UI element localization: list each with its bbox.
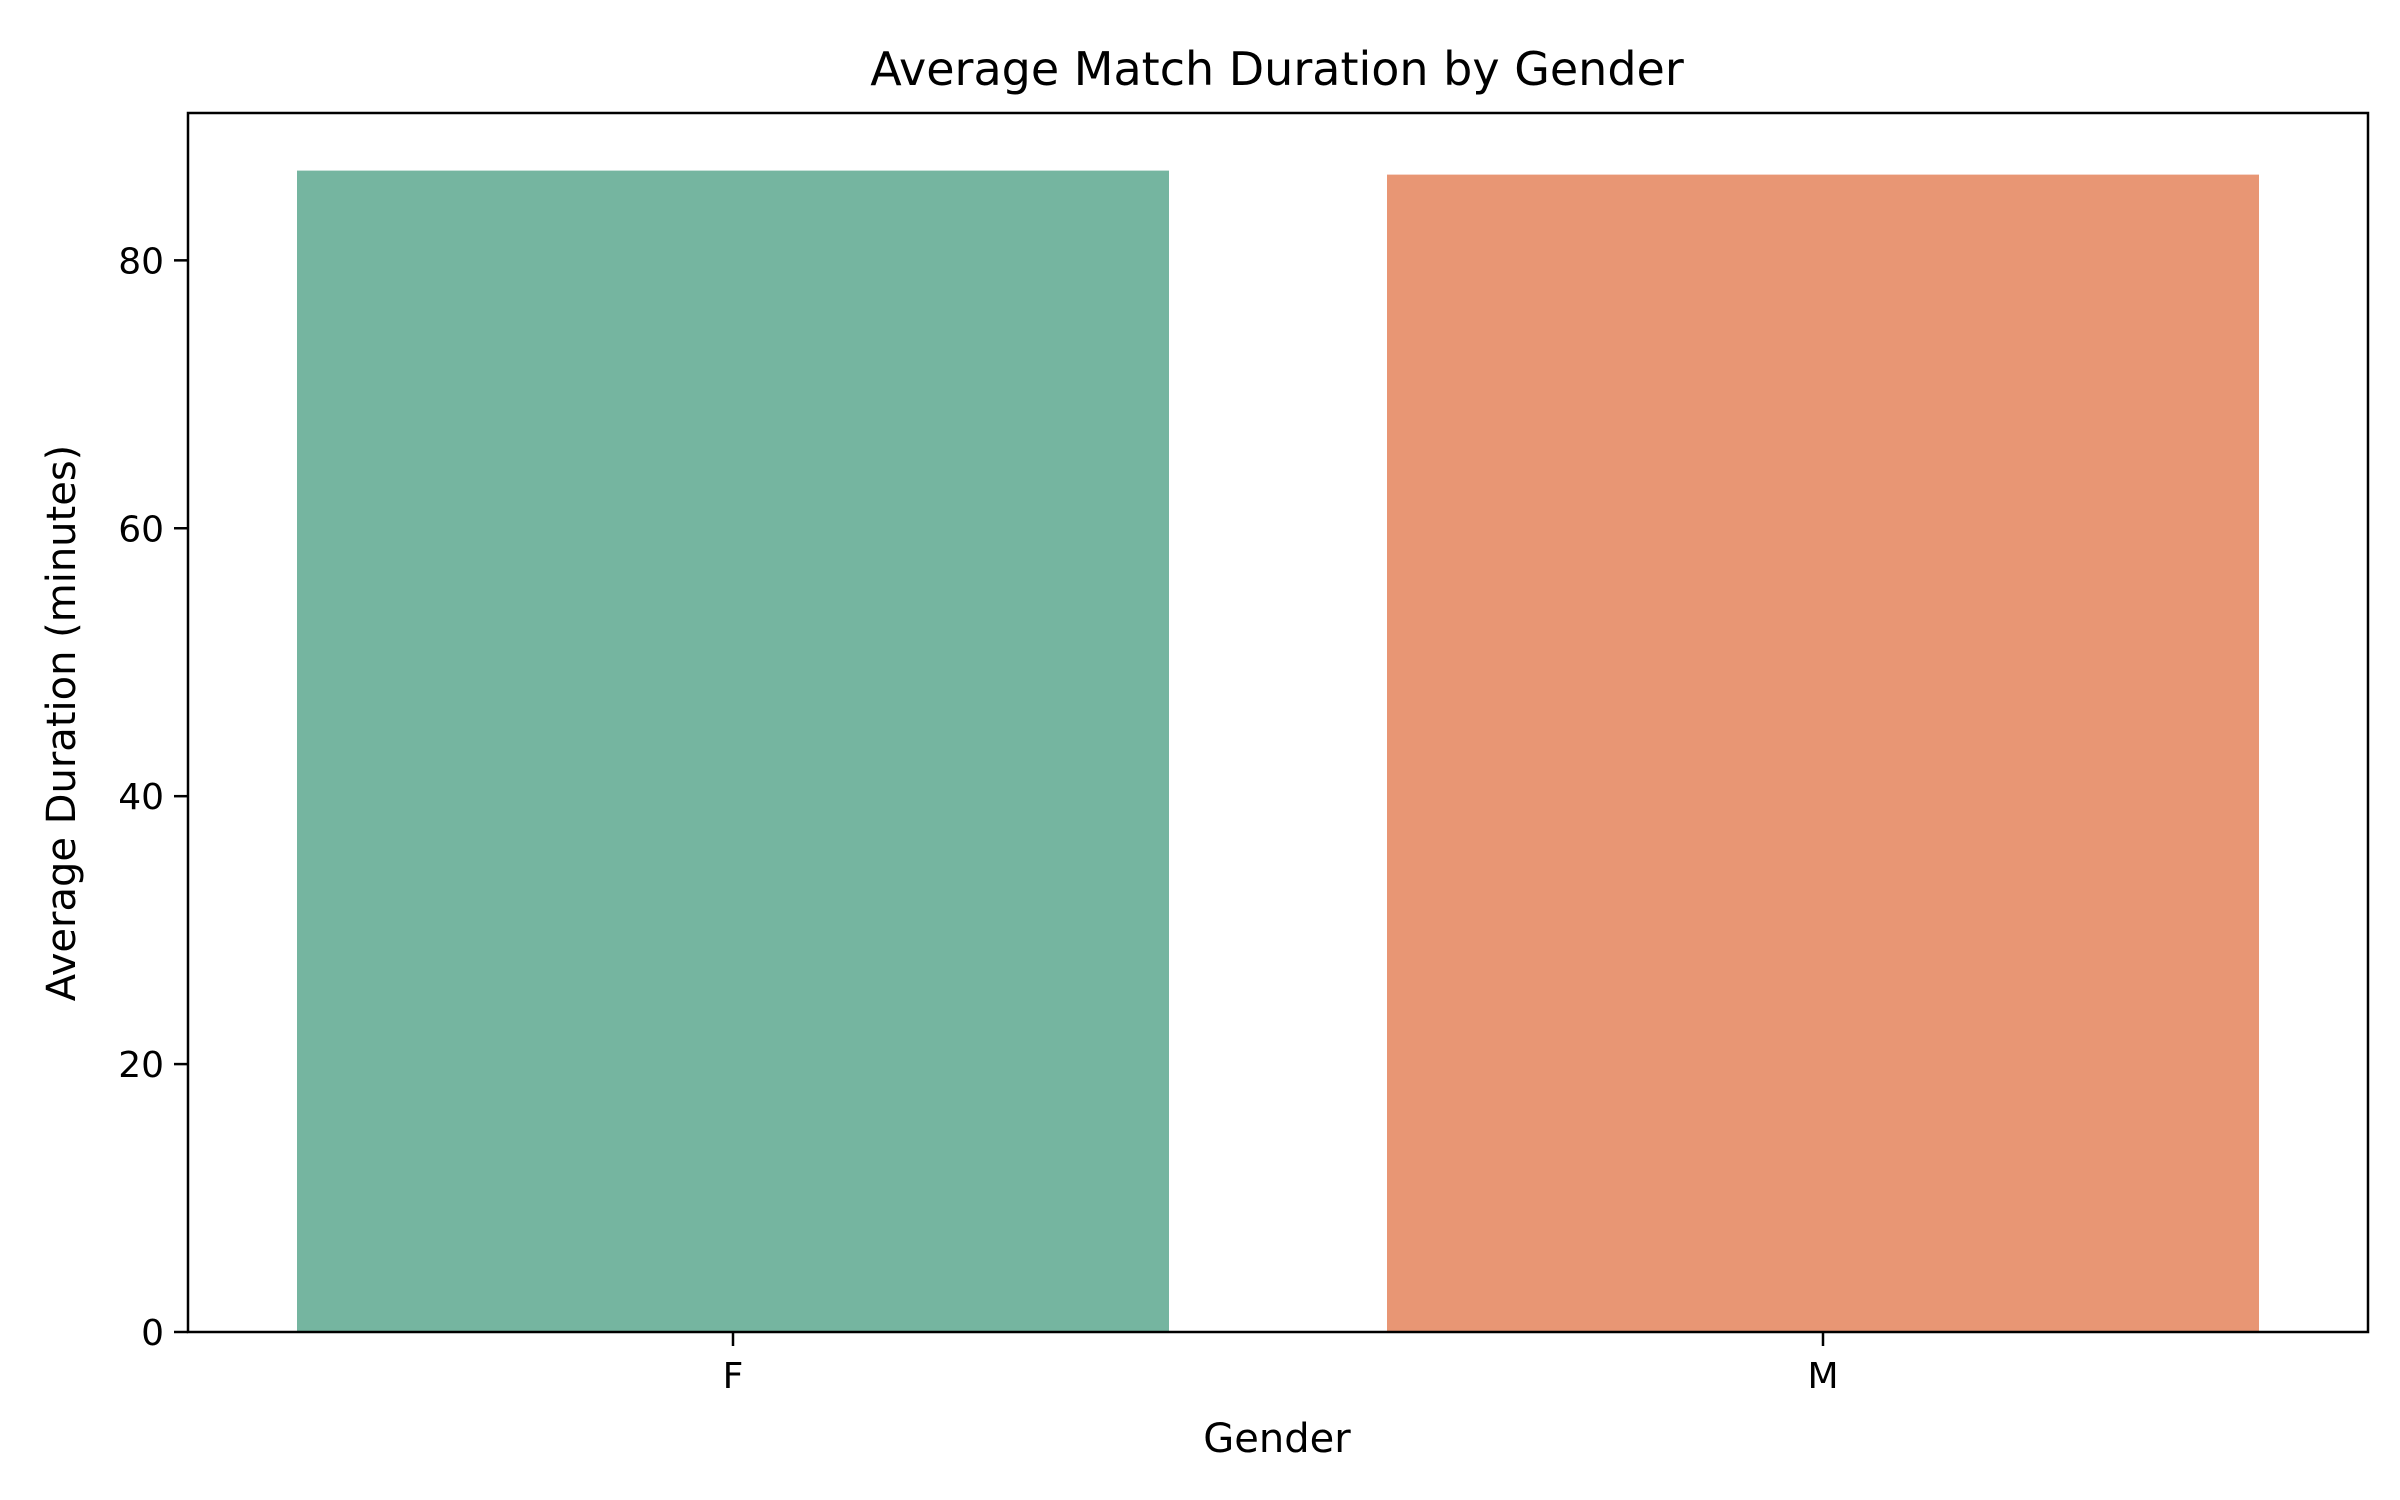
y-axis-label: Average Duration (minutes) bbox=[39, 445, 85, 1002]
x-tick-label: F bbox=[723, 1356, 744, 1397]
y-tick-label: 20 bbox=[118, 1045, 164, 1086]
x-tick-label: M bbox=[1807, 1356, 1838, 1397]
y-tick-label: 0 bbox=[141, 1313, 164, 1354]
y-axis-ticks: 0 20 40 60 80 bbox=[118, 241, 188, 1354]
y-tick-label: 40 bbox=[118, 777, 164, 818]
bar-f bbox=[297, 170, 1169, 1333]
bar-m bbox=[1387, 174, 2259, 1333]
y-tick-label: 60 bbox=[118, 509, 164, 550]
y-tick-label: 80 bbox=[118, 241, 164, 282]
chart-title: Average Match Duration by Gender bbox=[870, 42, 1684, 96]
plot-frame bbox=[186, 111, 2370, 1334]
bars-group bbox=[297, 170, 2259, 1333]
x-axis-label: Gender bbox=[1203, 1416, 1351, 1462]
